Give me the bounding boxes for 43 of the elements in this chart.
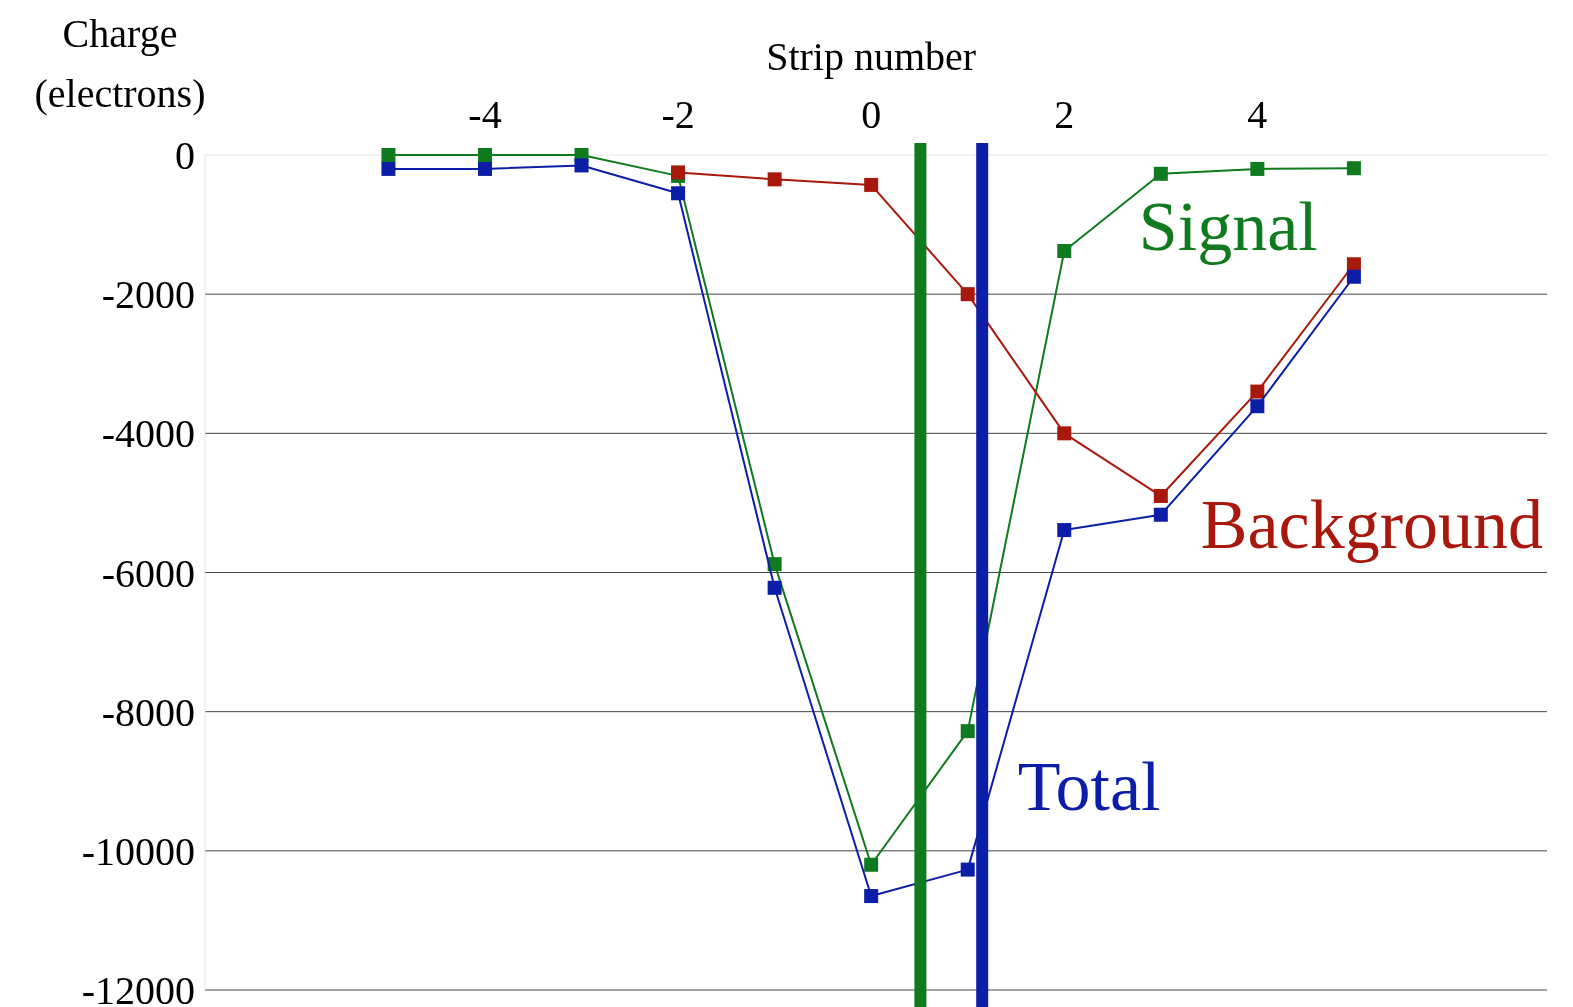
point [960,287,975,302]
y-tick-label: 0 [175,133,195,178]
y-tick-label: -2000 [101,272,195,318]
point [864,889,879,904]
point [767,580,782,595]
point [960,724,975,739]
x-tick-label: 0 [861,92,882,137]
point [767,172,782,187]
point [1153,507,1168,522]
series-label: Background [1200,485,1543,563]
x-axis-title: Strip number [766,34,977,79]
y-tick-label: -12000 [81,968,195,1007]
point [671,186,686,201]
point [1153,488,1168,503]
point [477,161,492,176]
x-tick-label: 2 [1054,92,1075,137]
point [381,161,396,176]
point [1153,166,1168,181]
series-label: Total [1017,747,1161,825]
point [864,177,879,192]
y-tick-label: -4000 [101,411,195,457]
point [1057,244,1072,259]
point [381,148,396,162]
y-tick-label: -10000 [81,828,195,874]
series-label: Signal [1138,187,1318,265]
point [574,158,589,173]
point [477,148,492,162]
y-axis-title: Charge (electrons) [34,11,206,116]
y-tick-label: -6000 [101,550,195,596]
x-tick-label: -2 [661,92,695,137]
point [1250,384,1265,399]
x-tick-label: -4 [468,92,502,137]
point [1250,399,1265,414]
point [960,862,975,877]
point [1346,257,1361,272]
y-tick-label: -8000 [101,689,195,735]
point [1346,161,1361,176]
point [1057,426,1072,441]
point [1250,161,1265,176]
point [1057,523,1072,538]
point [1346,269,1361,284]
point [864,857,879,872]
x-tick-label: 4 [1247,92,1268,137]
